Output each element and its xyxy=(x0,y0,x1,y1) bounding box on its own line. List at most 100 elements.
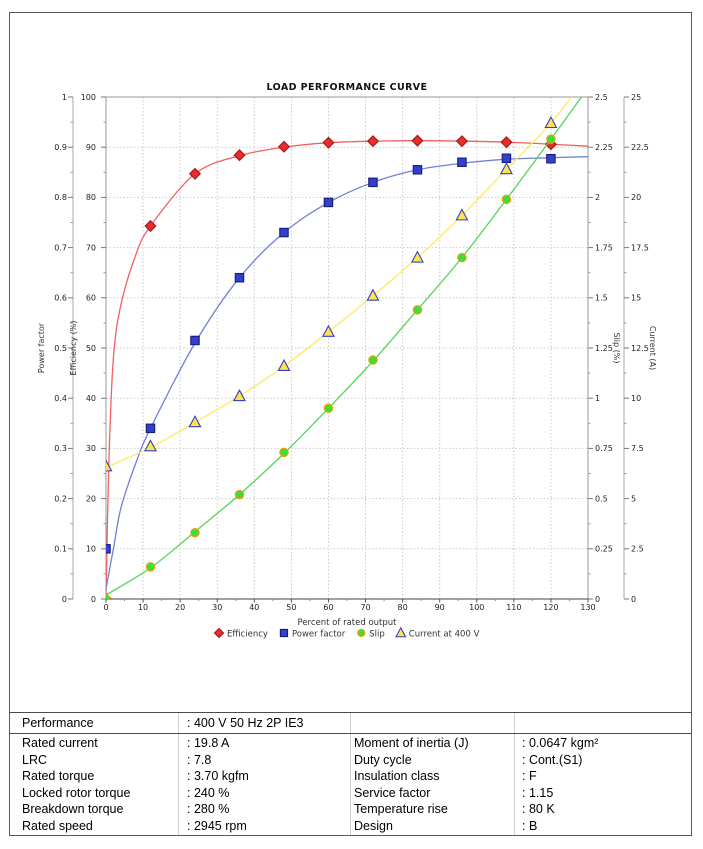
svg-text:2.5: 2.5 xyxy=(631,545,644,554)
svg-text:22.5: 22.5 xyxy=(631,143,649,152)
table-row: Rated torque: 3.70 kgfm Insulation class:… xyxy=(10,768,691,785)
spec-value: : 0.0647 kgm² xyxy=(522,736,599,750)
svg-text:70: 70 xyxy=(86,243,96,252)
series-power-factor xyxy=(106,153,588,590)
svg-text:0.6: 0.6 xyxy=(54,294,67,303)
svg-text:0: 0 xyxy=(103,603,108,612)
chart-legend: Efficiency Power factor Slip Current at 400… xyxy=(213,626,480,640)
svg-text:100: 100 xyxy=(469,603,484,612)
svg-text:20: 20 xyxy=(86,494,96,503)
spec-rows: Rated current : 19.8 A Moment of inertia (… xyxy=(10,734,691,834)
series-current-at-400-v xyxy=(106,97,573,472)
spec-label: Temperature rise xyxy=(354,802,448,816)
svg-text:0.75: 0.75 xyxy=(595,444,613,453)
svg-text:10: 10 xyxy=(86,545,96,554)
svg-text:12.5: 12.5 xyxy=(631,344,649,353)
table-divider xyxy=(350,713,351,835)
spec-label: Breakdown torque xyxy=(22,802,124,816)
svg-text:Current at 400 V: Current at 400 V xyxy=(409,630,480,640)
svg-text:0.9: 0.9 xyxy=(54,143,67,152)
spec-label: Service factor xyxy=(354,785,431,800)
svg-text:20: 20 xyxy=(631,193,641,202)
svg-text:10: 10 xyxy=(138,603,148,612)
table-divider xyxy=(514,713,515,835)
svg-text:Slip: Slip xyxy=(369,630,385,640)
svg-text:30: 30 xyxy=(212,603,222,612)
svg-text:5: 5 xyxy=(631,494,636,503)
svg-text:2.25: 2.25 xyxy=(595,143,613,152)
svg-text:100: 100 xyxy=(81,93,96,102)
svg-text:90: 90 xyxy=(86,143,96,152)
spec-label: Insulation class xyxy=(354,769,440,783)
spec-label: Rated current xyxy=(22,736,98,750)
svg-text:0: 0 xyxy=(91,595,96,604)
svg-text:120: 120 xyxy=(543,603,558,612)
svg-text:0.5: 0.5 xyxy=(595,494,608,503)
svg-text:0.2: 0.2 xyxy=(54,494,67,503)
svg-text:130: 130 xyxy=(580,603,595,612)
svg-text:60: 60 xyxy=(323,603,333,612)
svg-text:90: 90 xyxy=(435,603,445,612)
svg-text:0.3: 0.3 xyxy=(54,444,67,453)
svg-text:Efficiency (%): Efficiency (%) xyxy=(69,321,78,376)
spec-value: : 400 V 50 Hz 2P IE3 xyxy=(187,716,304,730)
spec-value: : 7.8 xyxy=(187,752,212,767)
spec-label: Rated torque xyxy=(22,769,95,783)
svg-text:1.25: 1.25 xyxy=(595,344,613,353)
svg-text:0.5: 0.5 xyxy=(54,344,67,353)
svg-text:50: 50 xyxy=(86,344,96,353)
spec-value: : 240 % xyxy=(187,785,230,800)
spec-label: Design xyxy=(354,818,393,833)
svg-text:25: 25 xyxy=(631,93,641,102)
spec-label: LRC xyxy=(22,752,48,767)
spec-label: Locked rotor torque xyxy=(22,785,131,800)
grid xyxy=(106,97,588,599)
svg-text:0.1: 0.1 xyxy=(54,545,67,554)
svg-text:Power factor: Power factor xyxy=(37,322,46,373)
spec-value: : 1.15 xyxy=(522,785,554,800)
axis-efficiency: 0 10 20 30 40 50 60 70 80 90 100 Efficiency (%) xyxy=(69,93,106,604)
svg-text:Current (A): Current (A) xyxy=(648,326,657,370)
svg-text:Power factor: Power factor xyxy=(292,630,346,640)
table-row: LRC : 7.8 Duty cycle : Cont.(S1) xyxy=(10,752,691,769)
svg-text:20: 20 xyxy=(175,603,185,612)
load-performance-chart: 0 0.1 0.2 0.3 0.4 0.5 0.6 0.7 0.8 0.9 1 Power facto… xyxy=(37,82,657,640)
spec-value: : 19.8 A xyxy=(187,736,230,750)
series-slip xyxy=(106,97,583,599)
table-row: Rated speed: 2945 rpm Design: B xyxy=(10,818,691,835)
svg-text:7.5: 7.5 xyxy=(631,444,644,453)
svg-text:Slip (%): Slip (%) xyxy=(612,333,621,364)
svg-text:40: 40 xyxy=(86,394,96,403)
svg-text:30: 30 xyxy=(86,444,96,453)
spec-label: Moment of inertia (J) xyxy=(354,736,469,750)
performance-row: Performance : 400 V 50 Hz 2P IE3 xyxy=(10,713,691,734)
spec-value: : 280 % xyxy=(187,802,230,816)
svg-text:2.5: 2.5 xyxy=(595,93,608,102)
table-row: Locked rotor torque : 240 % Service factor… xyxy=(10,785,691,802)
svg-text:1.5: 1.5 xyxy=(595,294,608,303)
svg-text:2: 2 xyxy=(595,193,600,202)
spec-value: : 80 K xyxy=(522,802,555,816)
svg-text:10: 10 xyxy=(631,394,641,403)
svg-text:0: 0 xyxy=(631,595,636,604)
spec-label: Rated speed xyxy=(22,818,93,833)
svg-text:0: 0 xyxy=(62,595,67,604)
svg-text:0.8: 0.8 xyxy=(54,193,67,202)
svg-text:0.25: 0.25 xyxy=(595,545,613,554)
svg-text:Efficiency: Efficiency xyxy=(227,630,268,640)
svg-text:17.5: 17.5 xyxy=(631,243,649,252)
svg-text:1: 1 xyxy=(595,394,600,403)
svg-text:15: 15 xyxy=(631,294,641,303)
spec-value: : Cont.(S1) xyxy=(522,752,583,767)
spec-label: Performance xyxy=(22,716,94,730)
motor-spec-table: Performance : 400 V 50 Hz 2P IE3 Rated c… xyxy=(10,712,691,835)
svg-text:Percent of rated output: Percent of rated output xyxy=(298,618,398,628)
svg-text:60: 60 xyxy=(86,294,96,303)
svg-text:LOAD PERFORMANCE CURVE: LOAD PERFORMANCE CURVE xyxy=(267,82,428,93)
svg-text:0.7: 0.7 xyxy=(54,243,67,252)
chart-title: LOAD PERFORMANCE CURVE xyxy=(267,82,428,93)
table-divider xyxy=(178,713,179,835)
spec-value: : B xyxy=(522,818,538,833)
spec-label: Duty cycle xyxy=(354,752,412,767)
svg-text:1: 1 xyxy=(62,93,67,102)
